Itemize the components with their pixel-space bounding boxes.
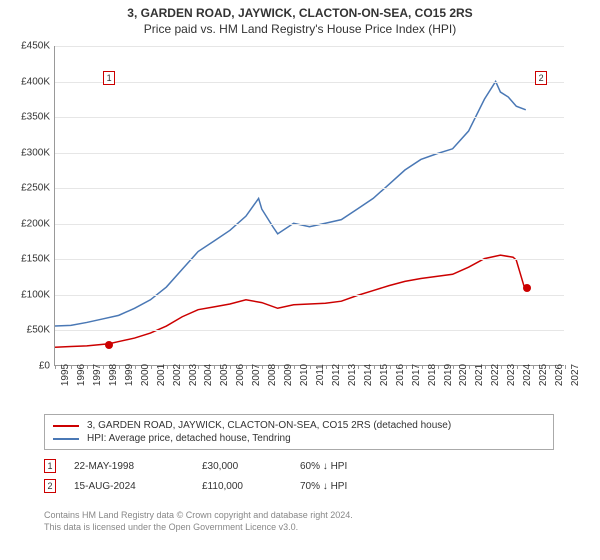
x-axis-label: 2002 [166, 364, 183, 386]
legend-box: 3, GARDEN ROAD, JAYWICK, CLACTON-ON-SEA,… [44, 414, 554, 450]
y-axis-label: £350K [6, 112, 50, 123]
x-axis-label: 2016 [389, 364, 406, 386]
x-axis-label: 2003 [182, 364, 199, 386]
transaction-dot [523, 284, 531, 292]
y-axis-label: £400K [6, 76, 50, 87]
transaction-marker-box: 2 [535, 71, 547, 85]
gridline [55, 117, 564, 118]
legend-label: HPI: Average price, detached house, Tend… [87, 433, 291, 444]
y-axis-label: £50K [6, 325, 50, 336]
transaction-index-box: 1 [44, 459, 56, 473]
x-axis-label: 2005 [213, 364, 230, 386]
transaction-row: 1 22-MAY-1998 £30,000 60% ↓ HPI [44, 456, 554, 476]
x-axis-label: 2017 [405, 364, 422, 386]
line-series-svg [55, 46, 564, 365]
y-axis-label: £450K [6, 41, 50, 52]
transaction-pct: 70% ↓ HPI [300, 481, 410, 492]
legend-swatch [53, 438, 79, 440]
title-block: 3, GARDEN ROAD, JAYWICK, CLACTON-ON-SEA,… [10, 6, 590, 36]
transaction-price: £110,000 [202, 481, 282, 492]
x-axis-label: 2010 [293, 364, 310, 386]
transactions-table: 1 22-MAY-1998 £30,000 60% ↓ HPI 2 15-AUG-2024… [44, 456, 554, 496]
x-axis-label: 2023 [500, 364, 517, 386]
x-axis-label: 1995 [54, 364, 71, 386]
footer-line-2: This data is licensed under the Open Gov… [44, 522, 554, 534]
transaction-date: 15-AUG-2024 [74, 481, 184, 492]
x-axis-label: 2008 [261, 364, 278, 386]
y-axis-label: £300K [6, 147, 50, 158]
x-axis-label: 2014 [357, 364, 374, 386]
x-axis-label: 2000 [134, 364, 151, 386]
gridline [55, 188, 564, 189]
x-axis-label: 2011 [309, 364, 326, 386]
legend-label: 3, GARDEN ROAD, JAYWICK, CLACTON-ON-SEA,… [87, 420, 451, 431]
x-axis-label: 2013 [341, 364, 358, 386]
x-axis-label: 2015 [373, 364, 390, 386]
x-axis-label: 2022 [484, 364, 501, 386]
y-axis-label: £200K [6, 218, 50, 229]
x-axis-label: 2006 [229, 364, 246, 386]
y-axis-label: £250K [6, 183, 50, 194]
x-axis-label: 2007 [245, 364, 262, 386]
transaction-pct: 60% ↓ HPI [300, 461, 410, 472]
chart-area: 12 £0£50K£100K£150K£200K£250K£300K£350K£… [10, 42, 570, 402]
transaction-date: 22-MAY-1998 [74, 461, 184, 472]
y-axis-label: £100K [6, 289, 50, 300]
footer-credits: Contains HM Land Registry data © Crown c… [44, 510, 554, 533]
transaction-dot [105, 341, 113, 349]
x-axis-label: 2001 [150, 364, 167, 386]
x-axis-label: 2018 [421, 364, 438, 386]
gridline [55, 259, 564, 260]
x-axis-label: 2027 [564, 364, 581, 386]
x-axis-label: 2012 [325, 364, 342, 386]
x-axis-label: 2026 [548, 364, 565, 386]
gridline [55, 82, 564, 83]
x-axis-label: 2021 [468, 364, 485, 386]
legend-row: 3, GARDEN ROAD, JAYWICK, CLACTON-ON-SEA,… [53, 419, 545, 432]
series-line [55, 255, 526, 347]
gridline [55, 46, 564, 47]
x-axis-label: 1996 [70, 364, 87, 386]
x-axis-label: 2025 [532, 364, 549, 386]
gridline [55, 224, 564, 225]
x-axis-label: 2020 [452, 364, 469, 386]
y-axis-label: £150K [6, 254, 50, 265]
transaction-marker-box: 1 [103, 71, 115, 85]
y-axis-label: £0 [6, 361, 50, 372]
series-line [55, 81, 526, 326]
transaction-price: £30,000 [202, 461, 282, 472]
footer-line-1: Contains HM Land Registry data © Crown c… [44, 510, 554, 522]
x-axis-label: 1999 [118, 364, 135, 386]
gridline [55, 295, 564, 296]
x-axis-label: 2024 [516, 364, 533, 386]
x-axis-label: 2009 [277, 364, 294, 386]
chart-container: 3, GARDEN ROAD, JAYWICK, CLACTON-ON-SEA,… [0, 0, 600, 560]
x-axis-label: 1998 [102, 364, 119, 386]
gridline [55, 330, 564, 331]
legend-swatch [53, 425, 79, 427]
transaction-row: 2 15-AUG-2024 £110,000 70% ↓ HPI [44, 476, 554, 496]
transaction-index-box: 2 [44, 479, 56, 493]
gridline [55, 153, 564, 154]
x-axis-label: 2004 [197, 364, 214, 386]
chart-subtitle: Price paid vs. HM Land Registry's House … [10, 22, 590, 36]
legend-row: HPI: Average price, detached house, Tend… [53, 432, 545, 445]
chart-title-address: 3, GARDEN ROAD, JAYWICK, CLACTON-ON-SEA,… [10, 6, 590, 20]
x-axis-label: 1997 [86, 364, 103, 386]
x-axis-label: 2019 [437, 364, 454, 386]
plot-region: 12 [54, 46, 564, 366]
